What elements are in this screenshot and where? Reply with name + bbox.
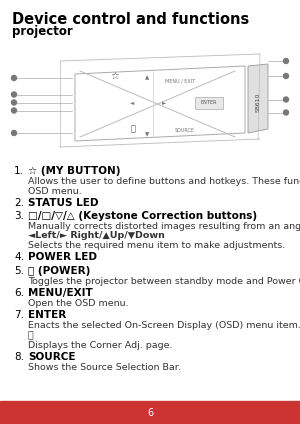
Text: ⏻: ⏻ <box>130 125 136 134</box>
Text: 1.: 1. <box>14 166 24 176</box>
Text: 8.: 8. <box>14 352 24 362</box>
Circle shape <box>11 75 16 81</box>
Text: POWER LED: POWER LED <box>28 253 97 262</box>
Text: STATUS LED: STATUS LED <box>28 198 98 208</box>
Text: ►: ► <box>162 100 167 105</box>
Text: Open the OSD menu.: Open the OSD menu. <box>28 299 129 308</box>
Text: MENU/EXIT: MENU/EXIT <box>28 288 93 298</box>
Text: Shows the Source Selection Bar.: Shows the Source Selection Bar. <box>28 363 181 372</box>
Circle shape <box>284 73 289 78</box>
Text: ▲: ▲ <box>146 75 150 81</box>
Circle shape <box>11 108 16 113</box>
Polygon shape <box>248 64 268 133</box>
Circle shape <box>284 97 289 102</box>
Text: ▼: ▼ <box>146 132 150 137</box>
Text: 3.: 3. <box>14 211 24 221</box>
Text: □/□/▽/△ (Keystone Correction buttons): □/□/▽/△ (Keystone Correction buttons) <box>28 211 257 221</box>
Text: Selects the required menu item to make adjustments.: Selects the required menu item to make a… <box>28 241 285 250</box>
Circle shape <box>11 92 16 97</box>
Text: 4.: 4. <box>14 253 24 262</box>
Circle shape <box>284 59 289 64</box>
Text: ☆ (MY BUTTON): ☆ (MY BUTTON) <box>28 166 121 176</box>
Text: Allows the user to define buttons and hotkeys. These functions can be set using : Allows the user to define buttons and ho… <box>28 177 300 186</box>
Text: Enacts the selected On-Screen Display (OSD) menu item.: Enacts the selected On-Screen Display (O… <box>28 321 300 330</box>
Bar <box>0 401 300 424</box>
Circle shape <box>284 110 289 115</box>
Text: SOURCE: SOURCE <box>175 128 195 134</box>
Text: 5.: 5. <box>14 265 24 276</box>
Text: Manually corrects distorted images resulting from an angled projection.: Manually corrects distorted images resul… <box>28 222 300 231</box>
Text: 6: 6 <box>147 407 153 418</box>
Circle shape <box>11 131 16 136</box>
Text: ◄: ◄ <box>130 100 135 105</box>
Text: projector: projector <box>12 25 73 38</box>
Bar <box>195 97 223 109</box>
Text: Displays the Corner Adj. page.: Displays the Corner Adj. page. <box>28 340 172 349</box>
Text: ENTER: ENTER <box>201 100 217 105</box>
Text: 2.: 2. <box>14 198 24 208</box>
Text: ◄Left/► Right/▲Up/▼Down: ◄Left/► Right/▲Up/▼Down <box>28 232 165 240</box>
Text: Device control and functions: Device control and functions <box>12 12 249 27</box>
Text: ⏻ (POWER): ⏻ (POWER) <box>28 265 90 276</box>
Text: 7.: 7. <box>14 310 24 321</box>
Circle shape <box>11 100 16 105</box>
Text: ENTER: ENTER <box>28 310 66 321</box>
Text: Toggles the projector between standby mode and Power ON.: Toggles the projector between standby mo… <box>28 276 300 285</box>
Text: 6.: 6. <box>14 288 24 298</box>
Text: MENU / EXIT: MENU / EXIT <box>165 78 195 84</box>
Text: ☆: ☆ <box>111 71 119 81</box>
Text: ⎗: ⎗ <box>28 331 34 340</box>
Text: SOURCE: SOURCE <box>28 352 76 362</box>
Text: S8610: S8610 <box>256 93 260 112</box>
Text: OSD menu.: OSD menu. <box>28 187 82 195</box>
